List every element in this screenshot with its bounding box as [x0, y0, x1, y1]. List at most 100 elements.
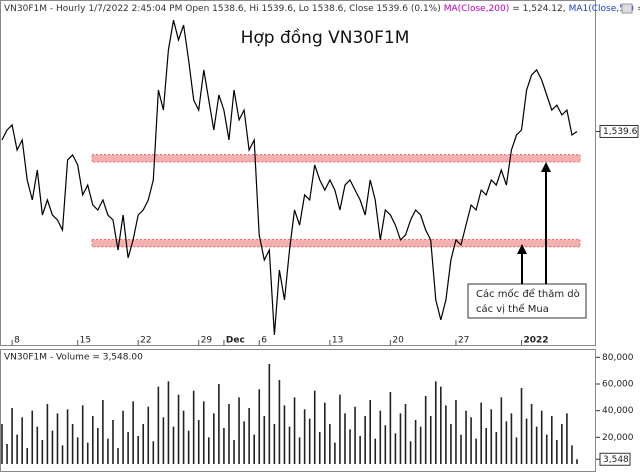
volume-bar [424, 396, 427, 464]
volume-bar [26, 448, 29, 464]
volume-bar [470, 417, 472, 464]
volume-bar [6, 444, 8, 464]
header-segment: VN30F1M - Hourly 1/7/2022 2:45:04 PM Ope… [4, 4, 441, 14]
volume-bar [61, 445, 64, 464]
volume-bar [440, 386, 442, 464]
x-tick-label: 6 [261, 336, 267, 346]
price-line [1, 19, 578, 336]
volume-bar [268, 364, 271, 464]
x-tick-label: 27 [458, 336, 469, 346]
volume-bar [122, 410, 124, 464]
volume-bar [455, 400, 457, 464]
arrow-head [517, 244, 527, 254]
volume-bar [394, 433, 397, 464]
volume-bar [571, 445, 573, 464]
volume-bar [187, 430, 190, 464]
volume-bar [97, 428, 99, 464]
header-segment: MA1(Close,50) [569, 4, 635, 14]
volume-bar [329, 424, 331, 464]
volume-bar [243, 421, 245, 464]
volume-bar [384, 425, 387, 464]
volume-bar [540, 410, 543, 464]
volume-bar [147, 406, 150, 464]
header: VN30F1M - Hourly 1/7/2022 2:45:04 PM Ope… [4, 4, 640, 14]
volume-bar [157, 386, 160, 464]
volume-bar [86, 442, 89, 464]
volume-bar [172, 426, 175, 464]
support-band [91, 239, 581, 248]
bands [91, 154, 581, 248]
volume-bar [313, 390, 316, 464]
volume-bar [318, 432, 321, 464]
volume-bar [233, 440, 235, 464]
volume-bar [117, 448, 119, 464]
x-tick-label: Dec [226, 336, 245, 346]
annotation: Các mốc để thăm dò [476, 287, 580, 300]
x-tick-label: 29 [201, 336, 213, 346]
volume-bar [293, 397, 296, 464]
volume-bar [465, 410, 467, 464]
volume-bar [228, 404, 230, 464]
volume-bar [349, 429, 351, 464]
volume-bar [213, 413, 215, 464]
annotation: các vị thế Mua [476, 303, 549, 315]
x-tick-label: 2022 [524, 336, 549, 346]
volume-title: VN30F1M - Volume = 3,548.00 [4, 353, 143, 363]
volume-bar [21, 417, 23, 464]
volume-bar [71, 424, 74, 464]
volume-bar [414, 420, 417, 464]
volume-bar [162, 417, 165, 464]
volume-bar [485, 428, 488, 464]
volume-bar [258, 389, 261, 464]
volume-bar [132, 401, 134, 464]
volume-bar [545, 434, 548, 464]
volume-bar [535, 426, 538, 464]
volume-bar [76, 437, 79, 464]
volume-bar [283, 405, 286, 464]
volume-bar [31, 410, 34, 464]
volume-bar [404, 404, 407, 464]
volume-bar [460, 434, 462, 464]
last-price-label: 1,539.6 [603, 127, 638, 137]
volume-bar [36, 426, 39, 464]
volume-bar [223, 428, 225, 464]
volume-bar [389, 392, 392, 464]
volume-bar [107, 438, 109, 464]
volume-bar [197, 420, 200, 464]
volume-bar [379, 410, 382, 464]
volume-bar [530, 404, 533, 464]
volume-bar [11, 408, 13, 464]
volume-bar [409, 441, 412, 464]
volume-bar [56, 413, 59, 464]
volume-bar [182, 410, 185, 464]
annotation-box [467, 283, 587, 319]
volume-bar [102, 400, 104, 464]
volume-bar [288, 426, 291, 464]
last-volume-label: 3,548 [603, 455, 629, 465]
volume-bar [16, 434, 18, 464]
volume-bar [525, 418, 528, 464]
volume-bar [298, 437, 301, 464]
header-segment: MA(Close,200) [444, 4, 510, 14]
lock-icon[interactable] [621, 3, 633, 14]
volume-bar [556, 440, 558, 464]
volume-bar [202, 401, 205, 464]
volume-bar [253, 434, 255, 464]
volume-bar [278, 380, 281, 464]
chart-title: Hợp đồng VN30F1M [241, 27, 410, 48]
volume-bar [334, 442, 336, 464]
x-tick-label: 15 [80, 336, 91, 346]
volume-bar [1, 424, 3, 464]
price-panel [0, 0, 596, 346]
volume-bar [308, 418, 311, 464]
volume-bar [374, 438, 377, 464]
volume-bar [303, 409, 306, 464]
volume-bar [566, 413, 568, 464]
volume-bar [142, 424, 145, 464]
volume-bar [445, 405, 447, 464]
volume-bar [91, 416, 94, 464]
volume-bar [192, 390, 195, 464]
volume-bar [429, 416, 432, 464]
